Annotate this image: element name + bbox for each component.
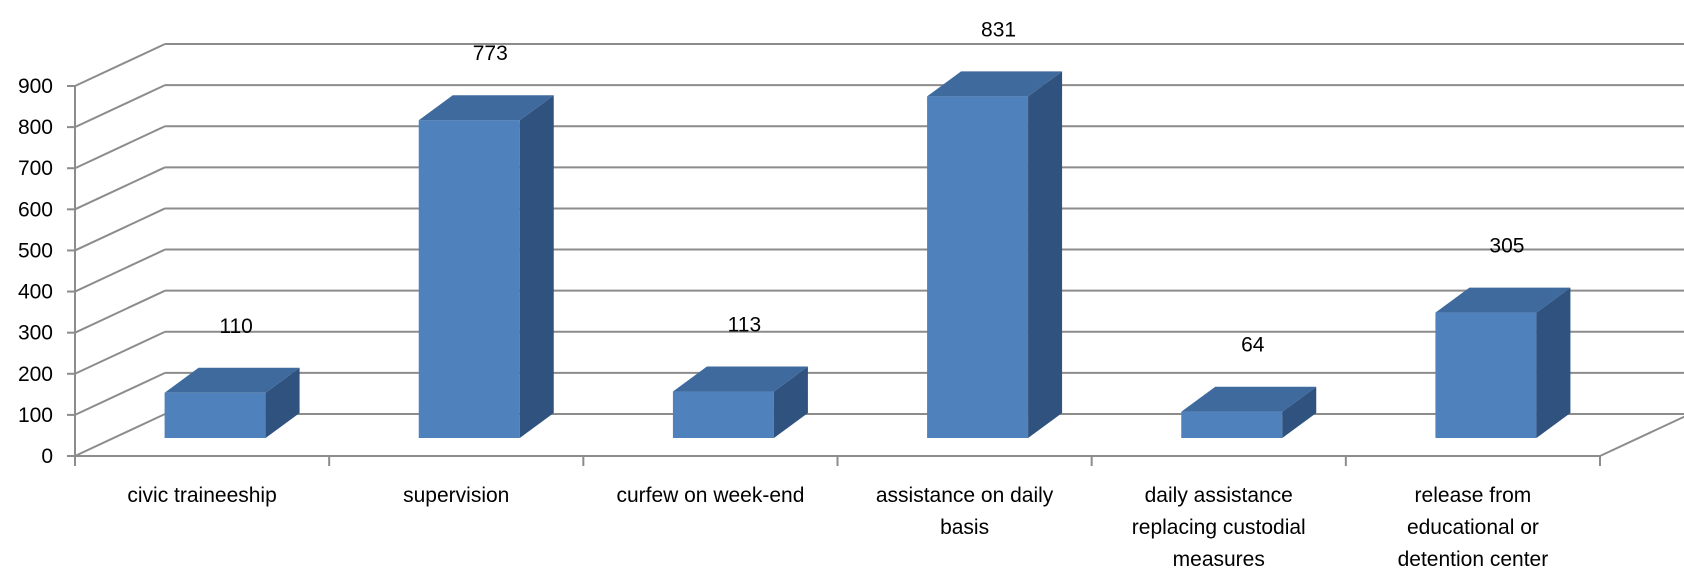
y-tick-label-400: 400 (18, 281, 53, 304)
data-label-3: 831 (981, 18, 1016, 41)
bar-1-top (418, 95, 554, 121)
category-label-0-line-0: civic traineeship (127, 484, 276, 507)
floor-right-edge (1599, 415, 1684, 457)
grid-diagonal-300 (74, 289, 166, 334)
grid-diagonal-700 (74, 125, 166, 170)
bar-3-top (927, 71, 1063, 97)
bar-0-side (265, 367, 300, 438)
grid-diagonal-400 (74, 248, 166, 293)
y-tick-label-200: 200 (18, 363, 53, 386)
y-tick-label-600: 600 (18, 198, 53, 221)
y-tick-label-900: 900 (18, 75, 53, 98)
category-label-5-line-1: educational or (1407, 516, 1539, 539)
grid-diagonal-800 (74, 84, 166, 129)
bar-3-front (927, 96, 1029, 438)
bar-5-front (1435, 312, 1537, 438)
category-label-4-line-1: replacing custodial (1132, 516, 1306, 539)
y-tick-label-500: 500 (18, 239, 53, 262)
bar-5-side (1536, 287, 1571, 438)
category-label-3: assistance on daily basis (876, 484, 1054, 539)
grid-diagonal-900 (74, 43, 166, 87)
y-tick-label-800: 800 (18, 116, 53, 139)
category-label-1: supervision (403, 484, 509, 507)
category-label-3-line-0: assistance on daily (876, 484, 1054, 507)
category-label-4: daily assistance replacing custodial measu… (1132, 484, 1306, 570)
y-tick-label-100: 100 (18, 404, 53, 427)
y-tick-label-700: 700 (18, 157, 53, 180)
bar-2-front (672, 391, 774, 438)
category-label-5: release from educational or detention cent… (1398, 484, 1549, 570)
category-label-0: civic traineeship (127, 484, 276, 507)
bar-5-top (1435, 287, 1571, 313)
data-label-4: 64 (1241, 334, 1265, 357)
bar-2-side (773, 366, 808, 438)
bar-2-top (672, 366, 808, 392)
grid-diagonal-0 (74, 413, 166, 457)
grid-diagonal-100 (74, 371, 166, 416)
category-label-4-line-0: daily assistance (1145, 484, 1293, 507)
y-tick-label-0: 0 (41, 445, 53, 468)
category-label-2-line-0: curfew on week-end (616, 484, 804, 507)
bar-0-top (164, 367, 300, 393)
bar-1-front (418, 120, 520, 438)
data-label-5: 305 (1489, 235, 1524, 258)
category-label-5-line-0: release from (1415, 484, 1532, 507)
category-label-5-line-2: detention center (1398, 548, 1549, 570)
category-label-2: curfew on week-end (616, 484, 804, 507)
bar-4-front (1181, 411, 1283, 438)
bar-4-side (1282, 386, 1317, 438)
data-label-2: 113 (728, 314, 761, 337)
category-label-1-line-0: supervision (403, 484, 509, 507)
grid-diagonal-500 (74, 207, 166, 252)
bar-1-side (519, 95, 554, 438)
bar-0-front (164, 392, 266, 438)
bar-3-side (1028, 71, 1063, 438)
category-label-3-line-1: basis (940, 516, 989, 539)
bar-4-top (1181, 386, 1317, 412)
grid-diagonal-600 (74, 166, 166, 211)
data-label-0: 110 (219, 315, 252, 338)
category-label-4-line-2: measures (1173, 548, 1265, 570)
data-label-1: 773 (473, 42, 508, 65)
grid-diagonal-200 (74, 330, 166, 375)
y-tick-label-300: 300 (18, 322, 53, 345)
